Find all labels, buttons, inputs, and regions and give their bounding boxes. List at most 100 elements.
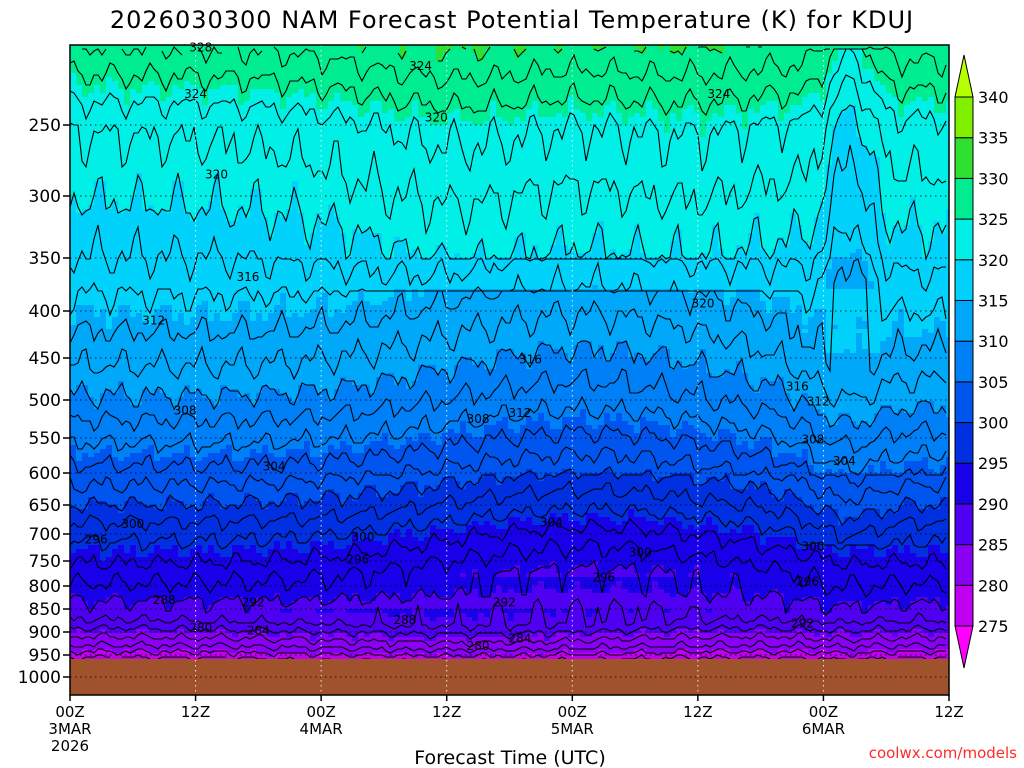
contour-label: 316: [236, 270, 259, 284]
x-tick-label: 2026: [51, 737, 89, 755]
contour-label: 300: [352, 530, 375, 544]
x-tick-label: 00Z: [558, 703, 587, 721]
colorbar-tick-label: 335: [978, 129, 1009, 148]
y-tick-label: 350: [29, 249, 61, 269]
x-tick-label: 5MAR: [551, 720, 594, 738]
theta-filled-layers: [70, 45, 949, 660]
contour-label: 296: [592, 571, 615, 585]
y-tick-label: 300: [29, 187, 61, 207]
ground-below-surface: [70, 659, 949, 695]
contour-label: 304: [540, 515, 563, 529]
contour-label: 316: [519, 353, 542, 367]
colorbar-tick-label: 285: [978, 536, 1009, 555]
y-tick-label: 850: [29, 600, 61, 620]
colorbar-segment: [954, 177, 974, 220]
contour-label: 296: [796, 575, 819, 589]
contour-label: 324: [409, 59, 432, 73]
contour-label: 324: [184, 87, 207, 101]
colorbar-tick-label: 290: [978, 495, 1009, 514]
colorbar-segment: [954, 462, 974, 505]
y-tick-label: 950: [29, 646, 61, 666]
colorbar-tick-label: 310: [978, 332, 1009, 351]
contour-label: 308: [802, 432, 825, 446]
colorbar-segment: [954, 96, 974, 139]
theta-contour-lines: [70, 47, 947, 660]
contour-label: 324: [707, 87, 730, 101]
y-tick-label: 450: [29, 349, 61, 369]
y-tick-label: 650: [29, 496, 61, 516]
contour-label: 292: [791, 616, 814, 630]
contour-label: 312: [509, 406, 532, 420]
colorbar-segment: [954, 259, 974, 301]
x-tick-label: 12Z: [683, 703, 712, 721]
x-tick-label: 4MAR: [300, 720, 343, 738]
x-tick-label: 12Z: [181, 703, 210, 721]
contour-label: 296: [346, 552, 369, 566]
y-tick-label: 600: [29, 464, 61, 484]
y-tick-label: 800: [29, 577, 61, 597]
x-axis-label: Forecast Time (UTC): [414, 747, 605, 768]
x-tick-label: 00Z: [306, 703, 335, 721]
chart-title: 2026030300 NAM Forecast Potential Temper…: [110, 6, 914, 34]
colorbar-tick-label: 295: [978, 454, 1009, 473]
colorbar-segment: [954, 584, 974, 627]
y-tick-label: 400: [29, 302, 61, 322]
colorbar-tick-label: 315: [978, 291, 1009, 310]
contour-label: 284: [247, 624, 270, 638]
colorbar-tick-label: 300: [978, 414, 1009, 433]
contour-label: 280: [467, 639, 490, 653]
contour-label: 292: [242, 596, 265, 610]
contour-label: 312: [807, 395, 830, 409]
colorbar-segment: [954, 340, 974, 383]
contour-label: 308: [174, 404, 197, 418]
contour-label: 300: [121, 517, 144, 531]
x-tick-label: 12Z: [934, 703, 963, 721]
colorbar-legend: 275 280 285 290 295 300 305 310 315 320 325 330 335 3…: [954, 54, 1009, 669]
y-tick-label: 700: [29, 525, 61, 545]
colorbar-segment: [954, 544, 974, 586]
x-tick-label: 3MAR: [48, 720, 91, 738]
contour-label: 284: [509, 631, 532, 645]
colorbar-segment: [954, 625, 974, 669]
contour-label: 292: [493, 596, 516, 610]
colorbar-tick-label: 320: [978, 251, 1009, 270]
x-tick-label: 12Z: [432, 703, 461, 721]
contour-label: 300: [802, 539, 825, 553]
y-tick-label: 250: [29, 116, 61, 136]
colorbar-segment: [954, 218, 974, 261]
y-tick-label: 1000: [18, 668, 61, 688]
colorbar-tick-label: 275: [978, 617, 1009, 636]
colorbar-segment: [954, 422, 974, 464]
y-tick-label: 500: [29, 391, 61, 411]
contour-label: 328: [189, 41, 212, 55]
contour-label: 312: [142, 313, 165, 327]
contour-label: 300: [629, 545, 652, 559]
contour-label: 308: [467, 412, 490, 426]
x-tick-label: 00Z: [809, 703, 838, 721]
colorbar-segment: [954, 137, 974, 179]
colorbar-tick-label: 325: [978, 210, 1009, 229]
x-tick-label: 6MAR: [802, 720, 845, 738]
contour-label: 320: [205, 168, 228, 182]
watermark: coolwx.com/models: [869, 744, 1017, 762]
contour-label: 296: [85, 532, 108, 546]
contour-label: 280: [189, 621, 212, 635]
contour-label: 320: [692, 297, 715, 311]
colorbar-segment: [954, 54, 974, 98]
colorbar-segment: [954, 503, 974, 546]
contour-label: 288: [393, 613, 416, 627]
contour-label: 304: [263, 460, 286, 474]
y-tick-label: 900: [29, 623, 61, 643]
colorbar-segment: [954, 381, 974, 424]
colorbar-tick-label: 280: [978, 576, 1009, 595]
x-tick-label: 00Z: [55, 703, 84, 721]
contour-label: 288: [153, 593, 176, 607]
contour-label: 304: [833, 454, 856, 468]
pressure-axis: 250 300 350 400 450 500 550 600 650 700 750 800 850 9…: [18, 116, 70, 688]
colorbar-tick-label: 340: [978, 88, 1009, 107]
plot-frame: [69, 44, 950, 696]
colorbar-tick-label: 305: [978, 373, 1009, 392]
